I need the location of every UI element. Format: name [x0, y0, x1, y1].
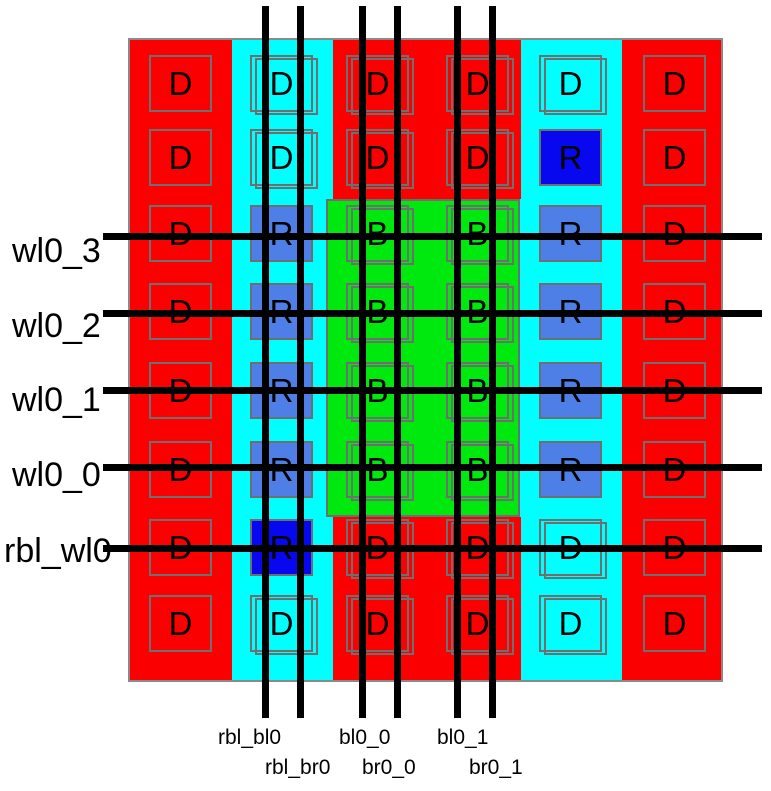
wordline-label-wl0_2: wl0_2 — [12, 307, 101, 345]
wordline-wl0_2 — [103, 310, 762, 317]
wordline-label-wl0_3: wl0_3 — [12, 232, 101, 270]
cell-letter: D — [662, 65, 687, 102]
region-dummy-col-right — [622, 40, 723, 680]
bitline-label-bl0_0: bl0_0 — [339, 726, 391, 749]
cell-r7-c4-D: D — [539, 595, 607, 655]
cell-letter: D — [269, 605, 294, 642]
wordline-wl0_0 — [103, 464, 762, 471]
bitline-label-br0_1: br0_1 — [469, 756, 523, 779]
cell-letter: D — [365, 65, 390, 102]
wordline-label-wl0_1: wl0_1 — [12, 381, 101, 419]
cell-letter: D — [465, 139, 490, 176]
cell-letter: D — [365, 139, 390, 176]
wordline-rbl_wl0 — [103, 545, 762, 552]
cell-r0-c4-D: D — [539, 55, 607, 115]
cell-r7-c5-D: D — [643, 595, 706, 652]
cell-letter: D — [168, 605, 193, 642]
bitline-rbl_br0 — [297, 6, 304, 718]
cell-letter: D — [465, 605, 490, 642]
cell-letter: D — [558, 65, 583, 102]
cell-r0-c0-D: D — [149, 55, 212, 112]
bitline-label-bl0_1: bl0_1 — [437, 726, 489, 749]
bitline-rbl_bl0 — [262, 6, 269, 718]
wordline-label-wl0_0: wl0_0 — [12, 456, 101, 494]
cell-letter: D — [558, 605, 583, 642]
cell-letter: D — [662, 139, 687, 176]
cell-letter: D — [365, 605, 390, 642]
cell-r1-c4-R: R — [539, 129, 602, 186]
cell-letter: D — [662, 605, 687, 642]
cell-letter: D — [269, 65, 294, 102]
wordline-wl0_1 — [103, 387, 762, 394]
cell-r1-c5-D: D — [643, 129, 706, 186]
bitline-label-rbl_bl0: rbl_bl0 — [218, 726, 282, 749]
cell-r1-c0-D: D — [149, 129, 212, 186]
cell-letter: D — [168, 139, 193, 176]
bitline-label-br0_0: br0_0 — [362, 756, 416, 779]
wordline-label-rbl_wl0: rbl_wl0 — [4, 532, 112, 570]
wordline-wl0_3 — [103, 233, 762, 240]
cell-letter: D — [168, 65, 193, 102]
cell-letter: D — [269, 139, 294, 176]
bitline-bl0_0 — [359, 6, 366, 718]
cell-r7-c0-D: D — [149, 595, 212, 652]
cell-r0-c5-D: D — [643, 55, 706, 112]
bitline-label-rbl_br0: rbl_br0 — [265, 756, 331, 779]
cell-letter: D — [465, 65, 490, 102]
bitline-br0_1 — [489, 6, 496, 718]
bitline-br0_0 — [394, 6, 401, 718]
bitline-bl0_1 — [454, 6, 461, 718]
cell-letter: R — [558, 139, 583, 176]
region-dummy-col-left — [130, 40, 232, 680]
